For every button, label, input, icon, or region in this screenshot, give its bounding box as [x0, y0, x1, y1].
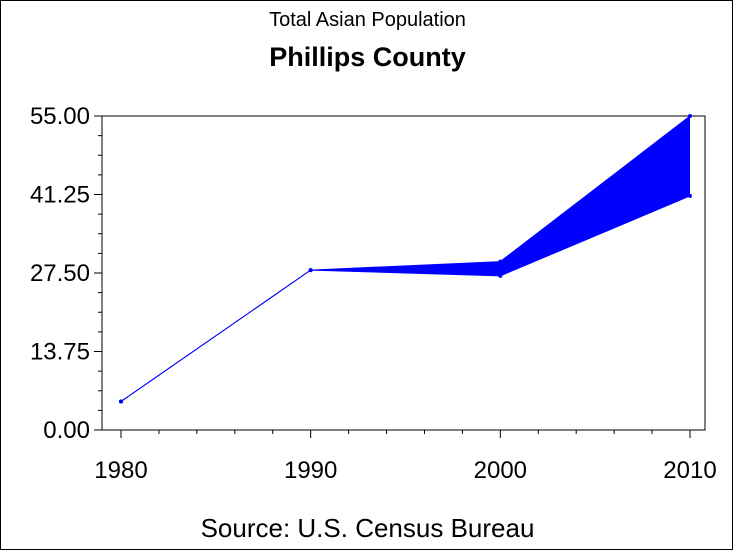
- data-point: [498, 259, 503, 264]
- data-point: [119, 399, 123, 404]
- chart-source: Source: U.S. Census Bureau: [200, 513, 535, 543]
- x-tick-label: 1990: [284, 457, 337, 484]
- data-point: [688, 114, 692, 118]
- y-tick-label: 13.75: [30, 339, 90, 366]
- series-line-1: [120, 115, 691, 402]
- y-axis: 0.00 13.75 27.50 41.25 55.00: [30, 103, 102, 444]
- chart-title: Phillips County: [269, 42, 466, 72]
- range-band: [121, 116, 690, 402]
- data-point: [498, 273, 503, 278]
- data-point: [308, 268, 313, 273]
- x-tick-label: 2010: [663, 457, 716, 484]
- y-tick-label: 27.50: [30, 260, 90, 287]
- series-layer: [119, 114, 692, 404]
- x-tick-label: 2000: [474, 457, 527, 484]
- y-tick-label: 0.00: [43, 417, 90, 444]
- chart-subtitle: Total Asian Population: [269, 9, 466, 31]
- series-line-2: [120, 195, 691, 402]
- y-tick-label: 41.25: [30, 182, 90, 209]
- x-axis: 1980 1990 2000 2010: [94, 430, 717, 484]
- data-point: [688, 193, 692, 198]
- y-tick-label: 55.00: [30, 103, 90, 130]
- x-tick-label: 1980: [94, 457, 147, 484]
